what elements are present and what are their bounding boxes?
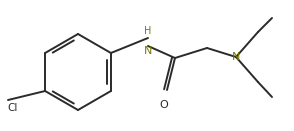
Text: O: O	[160, 100, 168, 110]
Text: H: H	[144, 26, 152, 36]
Text: Cl: Cl	[7, 103, 17, 113]
Text: N: N	[144, 46, 152, 56]
Text: N: N	[232, 52, 240, 62]
